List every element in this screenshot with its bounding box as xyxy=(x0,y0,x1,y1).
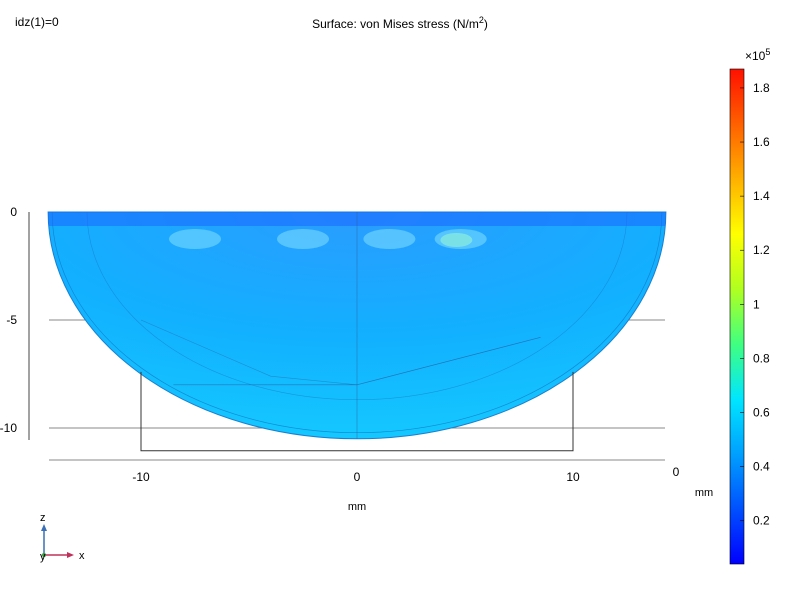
selection-label: idz(1)=0 xyxy=(15,15,59,29)
x-tick-label: 10 xyxy=(566,470,580,484)
colorbar: 1.8 1.6 1.4 1.2 1 0.8 0.6 0.4 0.2 ×105 xyxy=(729,47,770,565)
stress-hotspot-peak xyxy=(440,233,473,247)
inner-box-outline xyxy=(140,371,574,452)
colorbar-tick-label: 0.6 xyxy=(753,406,770,420)
z-tick-label: 0 xyxy=(10,205,17,219)
triad-z-label: z xyxy=(40,512,46,524)
mesh-edge xyxy=(140,319,358,386)
colorbar-multiplier-exp: 5 xyxy=(765,47,770,57)
plot-title-sup: 2 xyxy=(479,15,484,25)
colorbar-bar xyxy=(729,68,745,565)
colorbar-tick-label: 0.2 xyxy=(753,514,770,528)
stress-hotspot xyxy=(169,229,221,249)
stress-hotspot xyxy=(277,229,329,249)
z-tick-label: -5 xyxy=(6,313,17,327)
triad-y-label: y xyxy=(40,551,46,563)
x-tick-label: 0 xyxy=(354,470,361,484)
stress-hotspot xyxy=(363,229,416,249)
stress-surface xyxy=(47,211,667,452)
triad-origin xyxy=(42,553,46,557)
colorbar-multiplier: ×105 xyxy=(745,47,770,63)
colorbar-tick-label: 1.4 xyxy=(753,189,770,203)
triad-x-label: x xyxy=(79,550,85,562)
colorbar-tick-label: 1.8 xyxy=(753,81,770,95)
y-axis-label: mm xyxy=(695,487,713,499)
x-axis-label: mm xyxy=(348,501,366,513)
colorbar-tick-label: 1 xyxy=(753,297,760,311)
colorbar-tick-label: 0.4 xyxy=(753,460,770,474)
y-axis-tick-label: 0 xyxy=(673,465,680,479)
triad-z-arrow xyxy=(41,524,47,531)
x-tick-label: -10 xyxy=(132,470,150,484)
triad-x-arrow xyxy=(67,552,74,558)
colorbar-multiplier-base: ×10 xyxy=(745,49,766,63)
plot-title-close: ) xyxy=(484,17,488,31)
z-tick-label: -10 xyxy=(0,421,17,435)
colorbar-tick-label: 0.8 xyxy=(753,351,770,365)
plot-title-main: Surface: von Mises stress (N/m xyxy=(312,17,479,31)
plot-title: Surface: von Mises stress (N/m2) xyxy=(312,15,488,31)
colorbar-tick-label: 1.2 xyxy=(753,243,770,257)
axis-triad: z y x xyxy=(40,512,85,563)
colorbar-tick-label: 1.6 xyxy=(753,135,770,149)
